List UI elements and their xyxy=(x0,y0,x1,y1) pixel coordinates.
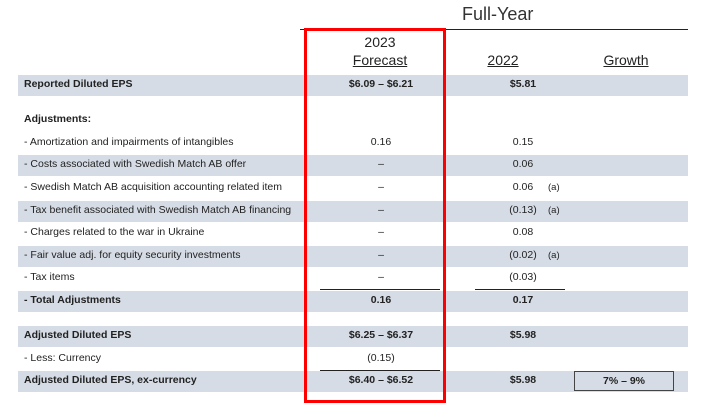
prior-year-cell: 0.15 xyxy=(512,136,534,148)
row-label: - Tax items xyxy=(24,271,75,283)
table-row-total-adjustments: - Total Adjustments 0.16 0.17 xyxy=(18,291,688,312)
table-row: - Charges related to the war in Ukraine … xyxy=(18,223,688,244)
table-row: - Tax items – (0.03) xyxy=(18,268,688,289)
prior-year-cell: $5.81 xyxy=(509,78,537,90)
full-year-heading: Full-Year xyxy=(462,4,534,24)
growth-header: Growth xyxy=(603,52,649,68)
row-label: Reported Diluted EPS xyxy=(24,78,133,90)
table-row-adjusted-eps: Adjusted Diluted EPS $6.25 – $6.37 $5.98 xyxy=(18,326,688,347)
row-label: - Total Adjustments xyxy=(24,294,121,306)
prior-year-cell: (0.02) xyxy=(509,249,537,261)
growth-value-box: 7% – 9% xyxy=(574,371,674,391)
table-row: - Costs associated with Swedish Match AB… xyxy=(18,155,688,176)
table-row: - Fair value adj. for equity security in… xyxy=(18,246,688,267)
row-label: - Less: Currency xyxy=(24,352,102,364)
prior-year-cell: 0.06 xyxy=(512,158,534,170)
forecast-cell: 0.16 xyxy=(370,294,392,306)
row-label: Adjusted Diluted EPS xyxy=(24,329,132,341)
prior-year-cell: 0.17 xyxy=(512,294,534,306)
table-row-reported-eps: Reported Diluted EPS $6.09 – $6.21 $5.81 xyxy=(18,75,688,96)
table-row-adjusted-eps-ex-currency: Adjusted Diluted EPS, ex-currency $6.40 … xyxy=(18,371,688,392)
table-row-adjustments-heading: Adjustments: xyxy=(18,110,688,131)
table-row: - Swedish Match AB acquisition accountin… xyxy=(18,178,688,199)
prior-year-cell: $5.98 xyxy=(509,329,537,341)
row-label: - Costs associated with Swedish Match AB… xyxy=(24,158,247,170)
year-2022-header: 2022 xyxy=(487,52,519,68)
forecast-cell: – xyxy=(378,204,384,216)
forecast-cell: – xyxy=(378,271,384,283)
footnote-marker: (a) xyxy=(548,250,560,261)
row-label: - Amortization and impairments of intang… xyxy=(24,136,234,148)
forecast-year-header: 2023 xyxy=(364,34,396,50)
prior-year-cell: 0.08 xyxy=(512,226,534,238)
forecast-cell: – xyxy=(378,226,384,238)
row-label: - Swedish Match AB acquisition accountin… xyxy=(24,181,282,193)
forecast-cell: $6.40 – $6.52 xyxy=(348,374,414,386)
row-label: - Fair value adj. for equity security in… xyxy=(24,249,241,261)
footnote-marker: (a) xyxy=(548,205,560,216)
prior-year-cell: $5.98 xyxy=(509,374,537,386)
total-underline xyxy=(475,289,565,290)
prior-year-cell: (0.13) xyxy=(509,204,537,216)
total-underline xyxy=(320,370,440,371)
forecast-cell: – xyxy=(378,249,384,261)
total-underline xyxy=(320,289,440,290)
full-year-rule xyxy=(300,29,688,30)
forecast-cell: $6.25 – $6.37 xyxy=(348,329,414,341)
forecast-cell: – xyxy=(378,181,384,193)
table-row: - Less: Currency (0.15) xyxy=(18,349,688,370)
prior-year-cell: 0.06 xyxy=(512,181,534,193)
table-row: - Amortization and impairments of intang… xyxy=(18,133,688,154)
footnote-marker: (a) xyxy=(548,182,560,193)
row-label: Adjustments: xyxy=(24,113,92,125)
row-label: Adjusted Diluted EPS, ex-currency xyxy=(24,374,197,386)
prior-year-cell: (0.03) xyxy=(509,271,537,283)
row-label: - Charges related to the war in Ukraine xyxy=(24,226,205,238)
forecast-cell: $6.09 – $6.21 xyxy=(348,78,414,90)
table-row: - Tax benefit associated with Swedish Ma… xyxy=(18,201,688,222)
row-label: - Tax benefit associated with Swedish Ma… xyxy=(24,204,292,216)
forecast-cell: 0.16 xyxy=(370,136,392,148)
forecast-highlight-box xyxy=(304,28,446,403)
forecast-cell: (0.15) xyxy=(367,352,395,364)
forecast-cell: – xyxy=(378,158,384,170)
forecast-label-header: Forecast xyxy=(352,52,408,68)
